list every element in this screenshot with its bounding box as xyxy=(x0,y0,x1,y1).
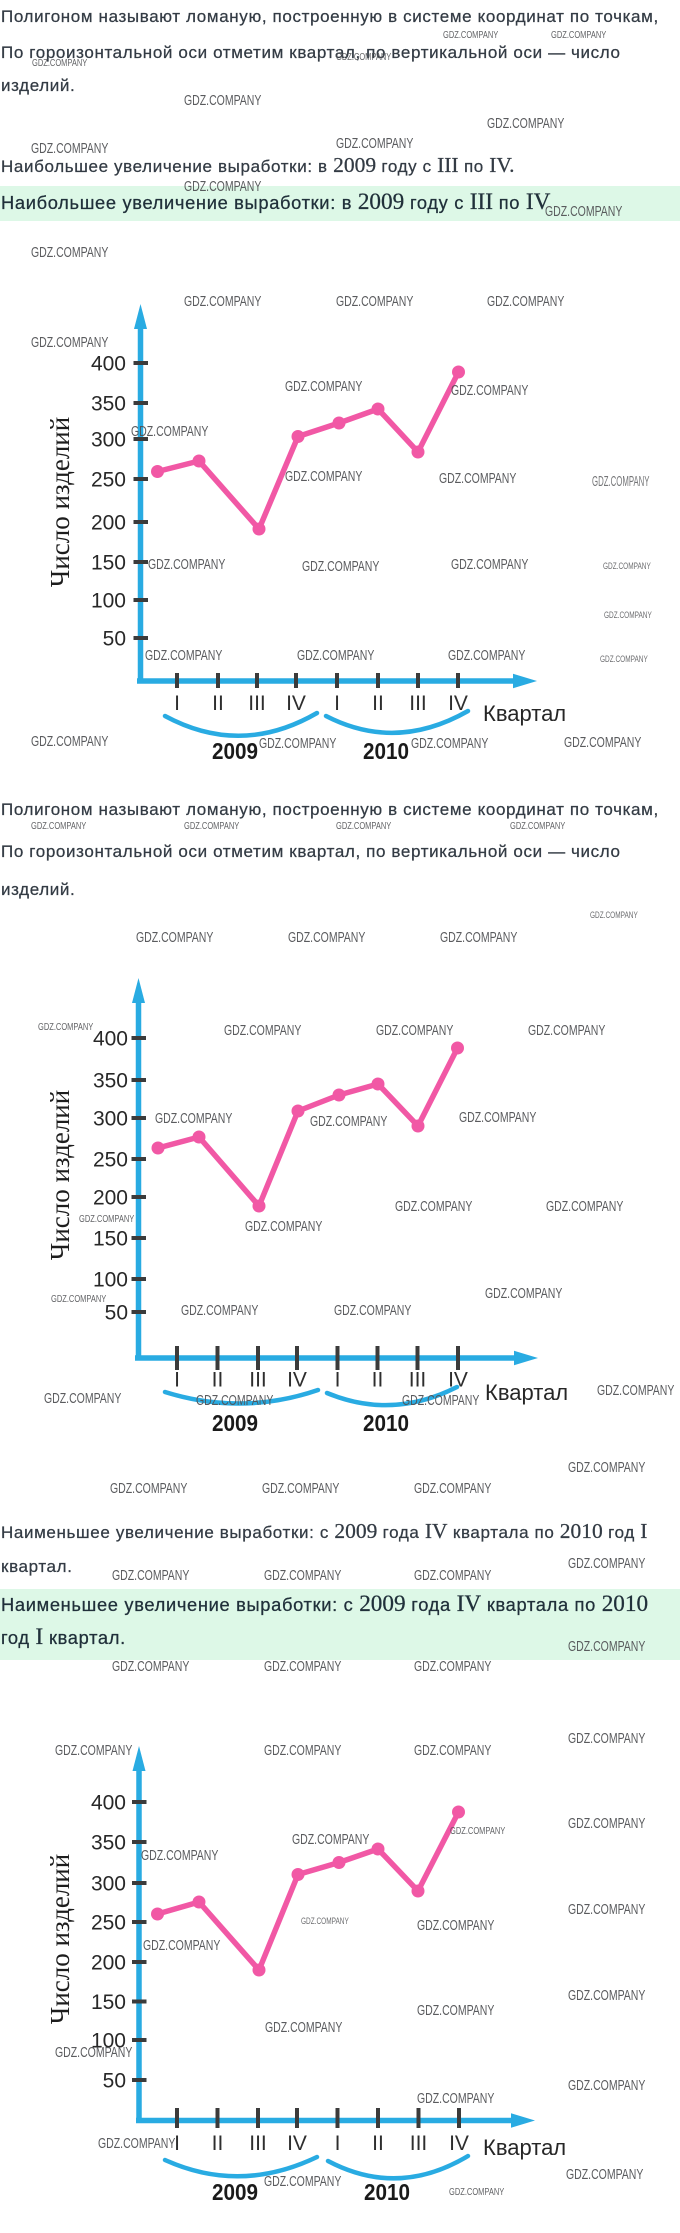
svg-text:IV: IV xyxy=(448,692,468,715)
svg-text:200: 200 xyxy=(91,1952,126,1975)
svg-text:50: 50 xyxy=(103,2070,126,2093)
svg-text:2010: 2010 xyxy=(363,738,409,764)
svg-text:Число изделий: Число изделий xyxy=(45,1090,75,1260)
svg-text:200: 200 xyxy=(91,512,126,535)
svg-text:I: I xyxy=(174,1369,180,1392)
svg-text:II: II xyxy=(372,1369,384,1392)
svg-text:II: II xyxy=(372,692,384,715)
svg-text:III: III xyxy=(249,2132,267,2155)
svg-text:150: 150 xyxy=(91,552,126,575)
svg-text:IV: IV xyxy=(287,2132,307,2155)
svg-text:Квартал: Квартал xyxy=(483,2135,566,2160)
svg-text:Число изделий: Число изделий xyxy=(45,1854,75,2024)
svg-text:400: 400 xyxy=(91,1792,126,1815)
svg-text:2010: 2010 xyxy=(364,2179,410,2205)
svg-text:II: II xyxy=(372,2132,384,2155)
svg-text:100: 100 xyxy=(93,1269,128,1292)
svg-text:2009: 2009 xyxy=(212,1410,258,1436)
svg-text:300: 300 xyxy=(91,1873,126,1896)
svg-text:200: 200 xyxy=(93,1187,128,1210)
svg-text:2009: 2009 xyxy=(212,2179,258,2205)
svg-text:100: 100 xyxy=(91,590,126,613)
svg-text:400: 400 xyxy=(91,353,126,376)
svg-text:IV: IV xyxy=(287,1369,307,1392)
svg-text:2009: 2009 xyxy=(212,738,258,764)
svg-text:300: 300 xyxy=(91,429,126,452)
svg-text:IV: IV xyxy=(286,692,306,715)
svg-text:50: 50 xyxy=(105,1302,128,1325)
svg-text:I: I xyxy=(335,1369,341,1392)
svg-text:250: 250 xyxy=(91,1912,126,1935)
svg-text:III: III xyxy=(409,692,427,715)
svg-text:400: 400 xyxy=(93,1028,128,1051)
svg-text:II: II xyxy=(212,2132,224,2155)
svg-text:Число изделий: Число изделий xyxy=(45,417,75,587)
svg-text:IV: IV xyxy=(448,1369,468,1392)
svg-text:I: I xyxy=(335,2132,341,2155)
svg-text:350: 350 xyxy=(91,1832,126,1855)
svg-text:I: I xyxy=(174,2132,180,2155)
svg-text:Квартал: Квартал xyxy=(483,701,566,726)
svg-text:150: 150 xyxy=(91,1991,126,2014)
svg-text:250: 250 xyxy=(91,469,126,492)
svg-text:III: III xyxy=(409,1369,427,1392)
svg-text:250: 250 xyxy=(93,1149,128,1172)
svg-text:I: I xyxy=(334,692,340,715)
svg-text:IV: IV xyxy=(449,2132,469,2155)
svg-text:III: III xyxy=(410,2132,428,2155)
svg-text:100: 100 xyxy=(91,2030,126,2053)
svg-text:300: 300 xyxy=(93,1108,128,1131)
svg-text:II: II xyxy=(212,692,224,715)
svg-text:III: III xyxy=(248,692,266,715)
svg-text:I: I xyxy=(174,692,180,715)
svg-text:Квартал: Квартал xyxy=(485,1380,568,1405)
svg-text:50: 50 xyxy=(103,628,126,651)
svg-text:150: 150 xyxy=(93,1228,128,1251)
svg-text:II: II xyxy=(212,1369,224,1392)
svg-text:III: III xyxy=(249,1369,267,1392)
svg-text:2010: 2010 xyxy=(363,1410,409,1436)
svg-text:350: 350 xyxy=(93,1070,128,1093)
svg-text:350: 350 xyxy=(91,393,126,416)
